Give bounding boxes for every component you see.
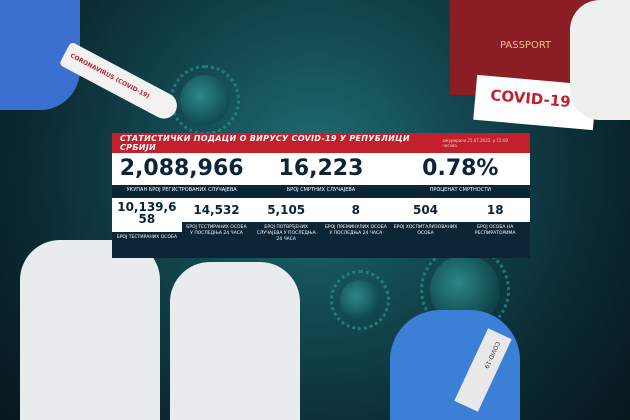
mortality-label: ПРОЦЕНАТ СМРТНОСТИ (429, 187, 492, 193)
total-cases-value: 2,088,966 (119, 156, 244, 181)
stat-label: БРОЈ ХОСПИТАЛИЗОВАНИХ ОСОБА (393, 225, 458, 236)
stat-value: 5,105 (251, 198, 322, 222)
passport-photo: PASSPORT COVID-19 (450, 0, 630, 131)
stat-label: БРОЈ ТЕСТИРАНИХ ОСОБА (116, 235, 178, 240)
panel-header: СТАТИСТИЧКИ ПОДАЦИ О ВИРУСУ COVID-19 У Р… (112, 133, 530, 153)
stat-hospitalized: 504 БРОЈ ХОСПИТАЛИЗОВАНИХ ОСОБА (390, 198, 461, 258)
covid-stats-panel: СТАТИСТИЧКИ ПОДАЦИ О ВИРУСУ COVID-19 У Р… (112, 133, 531, 258)
virus-illustration (330, 270, 390, 330)
test-tube-photo: CORONAVIRUS (COVID-19) (0, 0, 190, 124)
stat-value: 14,532 (181, 198, 252, 222)
detail-stats: 10,139,658 БРОЈ ТЕСТИРАНИХ ОСОБА 14,532 БР… (112, 198, 531, 258)
person-in-protective-suit (170, 262, 300, 420)
updated-timestamp: ажурирано 25.07.2022. у 15:00 часова (442, 138, 509, 148)
stat-label: БРОЈ ПОТВРЂЕНИХ СЛУЧАЈЕВА У ПОСЛЕДЊА 24 … (256, 225, 316, 242)
stat-confirmed-24h: 5,105 БРОЈ ПОТВРЂЕНИХ СЛУЧАЈЕВА У ПОСЛЕДЊ… (251, 198, 322, 258)
panel-title: СТАТИСТИЧКИ ПОДАЦИ О ВИРУСУ COVID-19 У Р… (120, 134, 410, 152)
deaths-value: 16,223 (278, 156, 364, 181)
stat-deaths-24h: 8 БРОЈ ПРЕМИНУЛИХ ОСОБА У ПОСЛЕДЊА 24 ЧАС… (321, 198, 391, 258)
stat-value: 18 (460, 198, 531, 222)
stat-label: БРОЈ ОСОБА НА РЕСПИРАТОРИМА (474, 225, 516, 236)
deaths-label: БРОЈ СМРТНИХ СЛУЧАЈЕВА (286, 187, 356, 193)
gloved-hand-with-tube (390, 310, 520, 420)
stat-value: 10,139,658 (112, 198, 182, 232)
main-stats: 2,088,966 16,223 0.78% (112, 153, 530, 185)
person-in-protective-suit (20, 240, 160, 420)
stat-value: 504 (390, 198, 461, 222)
mortality-value: 0.78% (422, 156, 499, 181)
stat-ventilators: 18 БРОЈ ОСОБА НА РЕСПИРАТОРИМА (460, 198, 531, 258)
total-cases-label: УКУПАН БРОЈ РЕГИСТРОВАНИХ СЛУЧАЈЕВА (126, 187, 237, 193)
stat-label: БРОЈ ТЕСТИРАНИХ ОСОБА У ПОСЛЕДЊА 24 ЧАСА (186, 225, 247, 236)
stat-tested-total: 10,139,658 БРОЈ ТЕСТИРАНИХ ОСОБА (112, 198, 182, 258)
main-stats-labels: УКУПАН БРОЈ РЕГИСТРОВАНИХ СЛУЧАЈЕВА БРОЈ… (112, 185, 530, 196)
stat-tested-24h: 14,532 БРОЈ ТЕСТИРАНИХ ОСОБА У ПОСЛЕДЊА 2… (181, 198, 252, 258)
stat-value: 8 (321, 198, 391, 222)
stat-label: БРОЈ ПРЕМИНУЛИХ ОСОБА У ПОСЛЕДЊА 24 ЧАСА (324, 225, 387, 236)
